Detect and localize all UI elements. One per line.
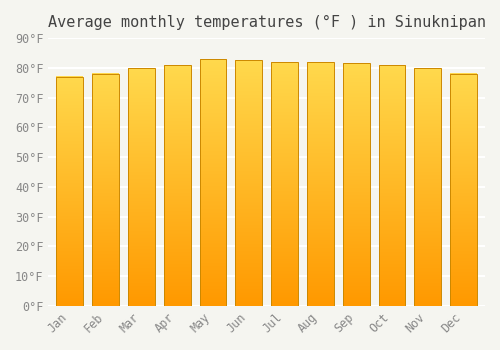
Bar [92, 74, 119, 306]
Bar [414, 68, 441, 306]
Title: Average monthly temperatures (°F ) in Sinuknipan: Average monthly temperatures (°F ) in Si… [48, 15, 486, 30]
Bar [56, 77, 84, 306]
Bar [307, 62, 334, 306]
Bar [164, 65, 190, 306]
Bar [271, 62, 298, 306]
Bar [200, 59, 226, 306]
Bar [342, 63, 369, 306]
Bar [450, 74, 477, 306]
Bar [236, 61, 262, 306]
Bar [128, 68, 155, 306]
Bar [378, 65, 406, 306]
